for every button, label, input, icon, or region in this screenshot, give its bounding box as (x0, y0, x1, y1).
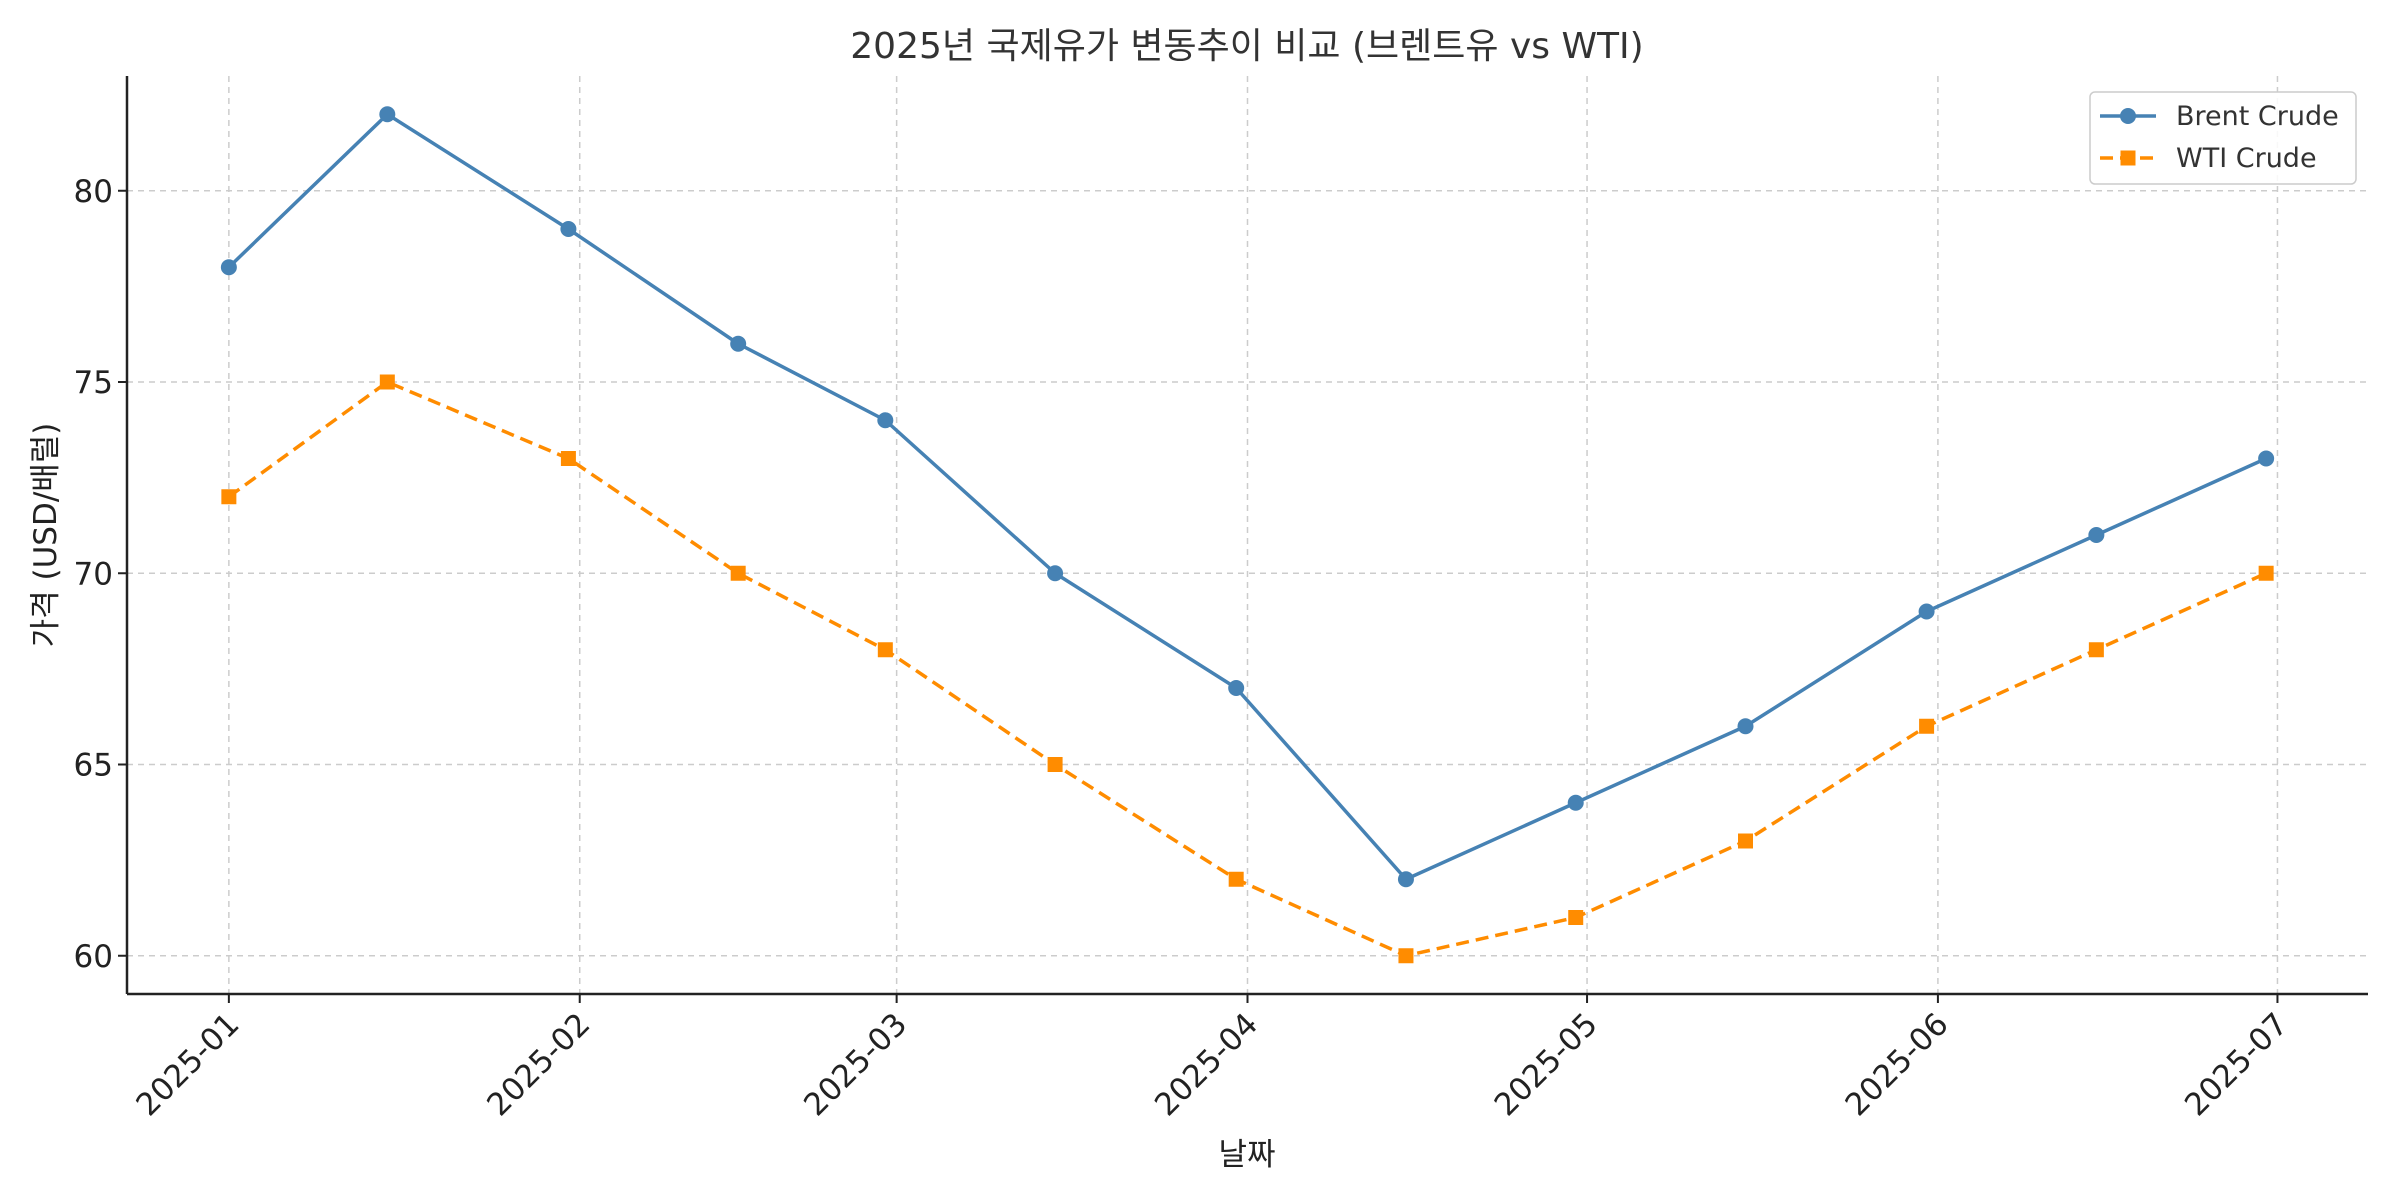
data-point (1228, 680, 1245, 696)
x-axis-label: 날짜 (1218, 1137, 1275, 1173)
data-point (221, 489, 237, 505)
legend-entry: Brent Crude (2100, 101, 2339, 132)
legend-marker (2120, 150, 2136, 166)
legend-label: Brent Crude (2176, 101, 2339, 132)
x-tick-label: 2025-07 (2178, 1006, 2295, 1123)
y-tick-label: 75 (74, 365, 113, 401)
x-tick-label: 2025-02 (480, 1006, 597, 1123)
data-point (220, 259, 237, 276)
data-point (730, 335, 747, 352)
x-tick-label: 2025-03 (797, 1006, 914, 1123)
x-tick-label: 2025-04 (1148, 1006, 1265, 1123)
legend-entry: WTI Crude (2100, 143, 2317, 174)
x-tick-label: 2025-05 (1488, 1006, 1605, 1123)
y-tick-label: 80 (74, 174, 113, 210)
legend-marker (2120, 108, 2136, 124)
data-point (1738, 833, 1753, 849)
data-point (379, 374, 395, 390)
y-axis-label: 가격 (USD/배럴) (28, 423, 64, 648)
legend-label: WTI Crude (2176, 143, 2317, 174)
data-point (877, 642, 893, 658)
data-point (1228, 871, 1244, 887)
data-point (560, 221, 577, 237)
y-tick-label: 70 (74, 556, 113, 592)
data-point (1919, 718, 1935, 734)
y-tick-label: 60 (74, 939, 113, 975)
x-tick-label: 2025-06 (1839, 1006, 1956, 1123)
grid (127, 76, 2368, 994)
x-tick-label: 2025-01 (129, 1006, 246, 1123)
data-point (1397, 871, 1414, 888)
series-brent-crude (220, 106, 2275, 888)
data-point (730, 565, 746, 581)
data-point (1047, 757, 1063, 772)
legend: Brent Crude WTI Crude (2089, 91, 2357, 185)
data-point (1568, 910, 1584, 925)
data-point (1047, 565, 1064, 582)
data-point (1567, 794, 1584, 811)
ticks: 2025-01 2025-02 2025-03 2025-04 2025-05 2025-… (74, 174, 2296, 1123)
data-point (2258, 565, 2274, 581)
data-point (2258, 450, 2275, 467)
data-point (1737, 718, 1754, 735)
chart-title: 2025년 국제유가 변동추이 비교 (브렌트유 vs WTI) (850, 26, 1643, 67)
y-tick-label: 65 (74, 748, 113, 784)
data-point (1398, 948, 1414, 964)
legend-box (2089, 91, 2357, 185)
data-point (1918, 603, 1935, 620)
data-point (877, 412, 894, 429)
data-point (2088, 642, 2104, 658)
series-layer (220, 106, 2275, 964)
series-wti-crude (221, 374, 2274, 964)
data-point (2088, 527, 2105, 543)
data-point (560, 451, 576, 466)
data-point (379, 106, 396, 123)
